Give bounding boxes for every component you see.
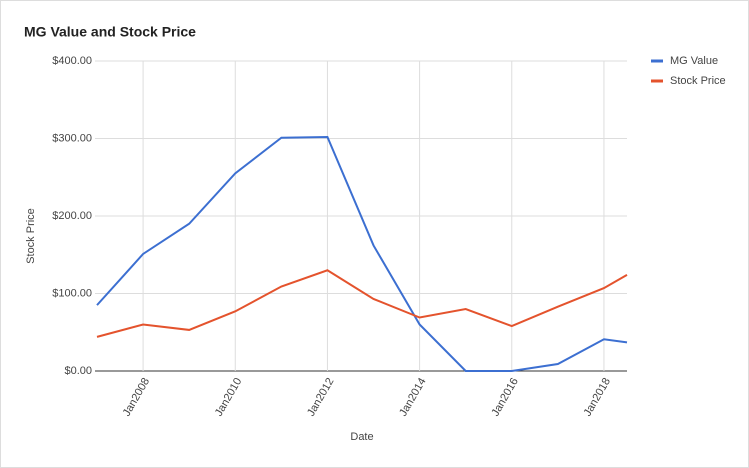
legend-label: MG Value [670, 55, 718, 67]
data-line [96, 135, 628, 372]
y-axis-label: Stock Price [25, 208, 37, 264]
x-axis-label: Date [350, 431, 373, 443]
y-tick-label: $200.00 [52, 210, 92, 222]
y-tick-label: $400.00 [52, 55, 92, 67]
y-tick-label: $100.00 [52, 287, 92, 299]
y-tick-label: $300.00 [52, 132, 92, 144]
data-line [96, 269, 628, 338]
legend-label: Stock Price [670, 75, 726, 87]
y-tick-label: $0.00 [64, 365, 92, 377]
chart-title: MG Value and Stock Price [24, 24, 196, 40]
